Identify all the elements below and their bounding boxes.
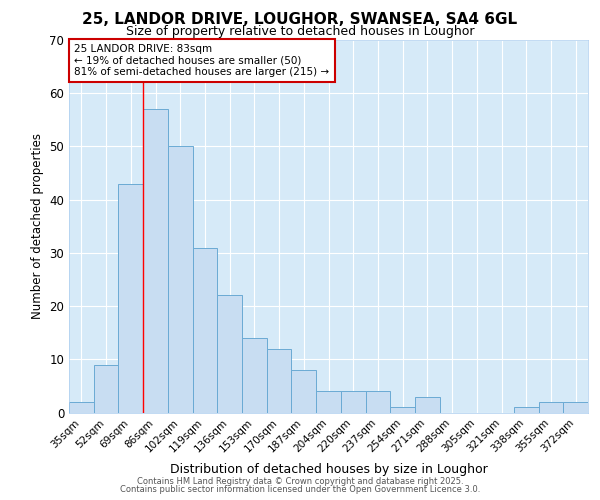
Text: Contains HM Land Registry data © Crown copyright and database right 2025.: Contains HM Land Registry data © Crown c… [137, 477, 463, 486]
Bar [118, 184, 143, 412]
Bar [365, 391, 390, 412]
Bar [143, 109, 168, 412]
Text: 25, LANDOR DRIVE, LOUGHOR, SWANSEA, SA4 6GL: 25, LANDOR DRIVE, LOUGHOR, SWANSEA, SA4 … [82, 12, 518, 28]
Bar [539, 402, 563, 412]
Text: 25 LANDOR DRIVE: 83sqm
← 19% of detached houses are smaller (50)
81% of semi-det: 25 LANDOR DRIVE: 83sqm ← 19% of detached… [74, 44, 329, 77]
X-axis label: Distribution of detached houses by size in Loughor: Distribution of detached houses by size … [170, 462, 487, 475]
Bar [316, 391, 341, 412]
Text: Contains public sector information licensed under the Open Government Licence 3.: Contains public sector information licen… [120, 485, 480, 494]
Bar [168, 146, 193, 412]
Bar [292, 370, 316, 412]
Bar [242, 338, 267, 412]
Bar [563, 402, 588, 412]
Bar [69, 402, 94, 412]
Bar [514, 407, 539, 412]
Bar [341, 391, 365, 412]
Y-axis label: Number of detached properties: Number of detached properties [31, 133, 44, 320]
Bar [193, 248, 217, 412]
Bar [390, 407, 415, 412]
Text: Size of property relative to detached houses in Loughor: Size of property relative to detached ho… [126, 25, 474, 38]
Bar [217, 296, 242, 412]
Bar [267, 348, 292, 412]
Bar [415, 396, 440, 412]
Bar [94, 364, 118, 412]
